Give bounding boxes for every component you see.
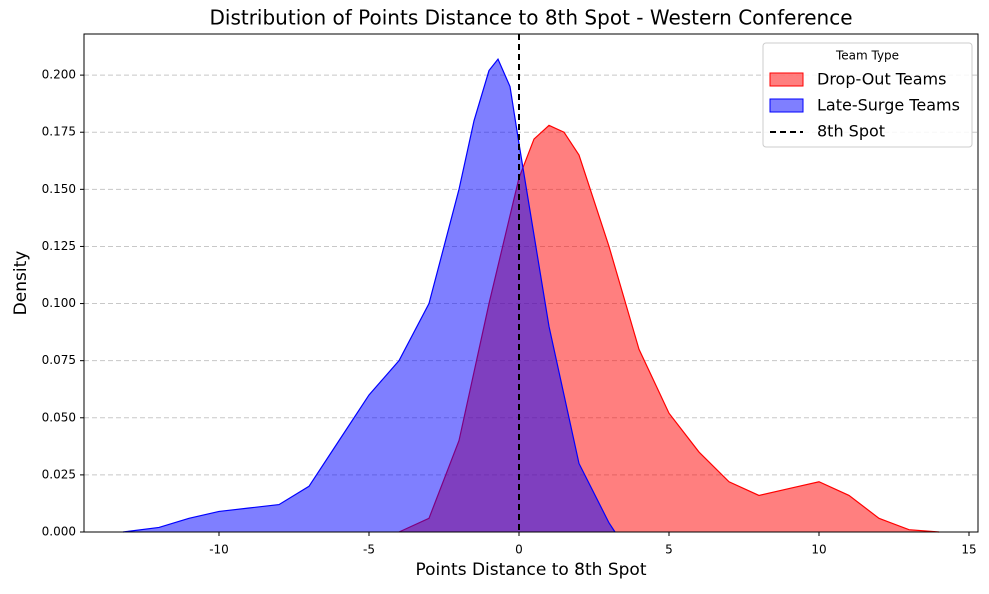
legend-swatch bbox=[769, 72, 804, 87]
y-tick-label: 0.200 bbox=[42, 68, 76, 82]
density-line bbox=[122, 57, 616, 533]
legend-box bbox=[762, 42, 973, 148]
y-tick-label: 0.025 bbox=[42, 467, 76, 481]
y-tick-label: 0.050 bbox=[42, 410, 76, 424]
y-tick-label: 0.175 bbox=[42, 125, 76, 139]
y-tick-label: 0.075 bbox=[42, 353, 76, 367]
x-tick-label: 10 bbox=[811, 543, 826, 557]
density-area bbox=[123, 59, 615, 532]
x-tick-label: 5 bbox=[665, 543, 673, 557]
legend-title: Team Type bbox=[835, 49, 899, 63]
legend-label: 8th Spot bbox=[817, 122, 885, 141]
chart-title: Distribution of Points Distance to 8th S… bbox=[209, 6, 852, 30]
y-tick-label: 0.100 bbox=[42, 296, 76, 310]
x-tick-label: -5 bbox=[363, 543, 375, 557]
legend-label: Drop-Out Teams bbox=[817, 70, 946, 89]
legend-label: Late-Surge Teams bbox=[817, 96, 960, 115]
y-axis-label: Density bbox=[11, 251, 31, 316]
y-tick-label: 0.150 bbox=[42, 182, 76, 196]
legend-swatch bbox=[769, 98, 804, 113]
x-tick-label: 15 bbox=[961, 543, 976, 557]
y-tick-label: 0.125 bbox=[42, 239, 76, 253]
x-tick-label: -10 bbox=[209, 543, 229, 557]
x-tick-label: 0 bbox=[515, 543, 523, 557]
x-axis-label: Points Distance to 8th Spot bbox=[416, 560, 647, 580]
plot-frame bbox=[83, 33, 979, 533]
y-tick-label: 0.000 bbox=[42, 525, 76, 539]
